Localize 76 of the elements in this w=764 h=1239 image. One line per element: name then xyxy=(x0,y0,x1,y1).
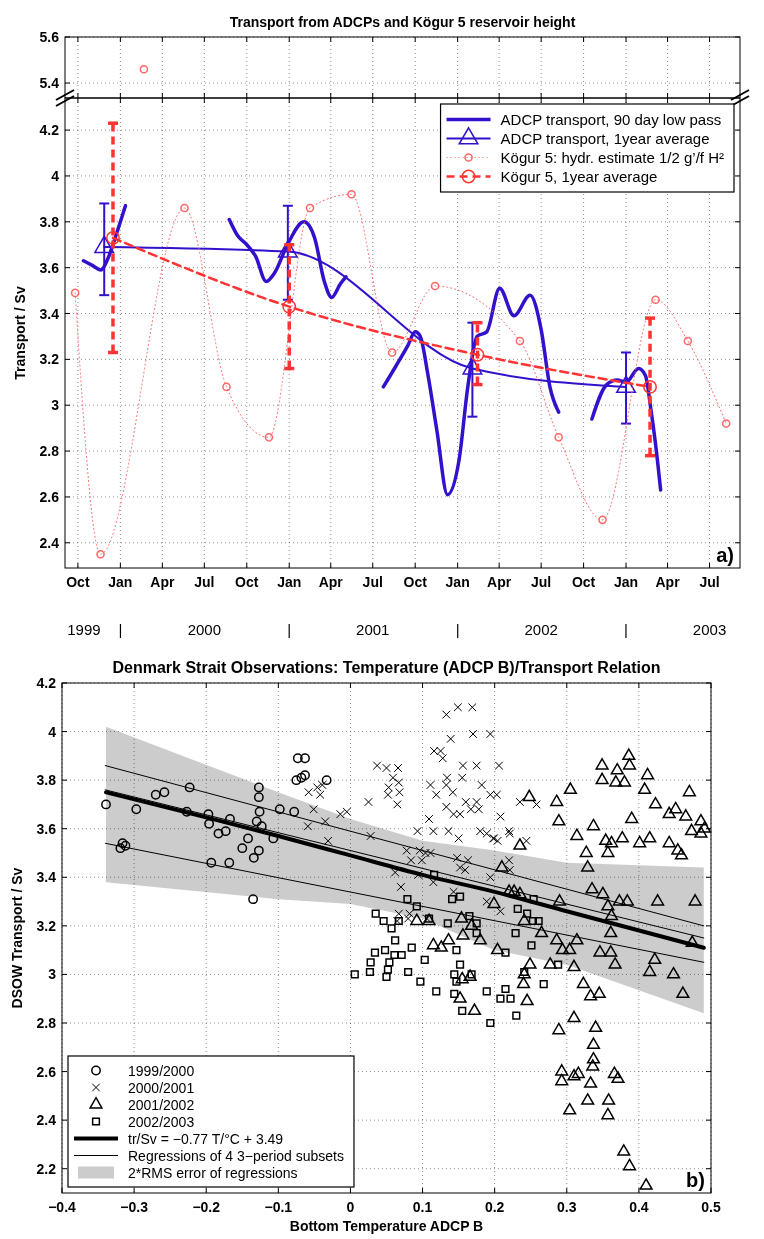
y-tick-label: 3.8 xyxy=(36,772,57,789)
y-tick-label: 4 xyxy=(48,723,57,740)
y-tick-label: 5.6 xyxy=(39,29,60,45)
legend-label: Regressions of 4 3−period subsets xyxy=(128,1147,344,1164)
legend-label: ADCP transport, 1year average xyxy=(500,129,710,147)
x-tick-label: Oct xyxy=(571,574,596,590)
x2-tick-label: | xyxy=(455,621,460,638)
x-tick-label: Jul xyxy=(531,574,552,590)
x-tick-label: −0.4 xyxy=(48,1199,77,1215)
x-tick-label: Jan xyxy=(613,574,639,590)
y-axis-title: DSOW Transport / Sv xyxy=(9,867,25,1009)
x-tick-label: 0.5 xyxy=(701,1199,721,1215)
x-tick-label: Jan xyxy=(445,574,470,590)
x-tick-label: 0.4 xyxy=(629,1199,649,1215)
y-tick-label: 3.4 xyxy=(39,305,60,322)
x-tick-label: Oct xyxy=(403,574,428,590)
legend-label: Kögur 5: hydr. estimate 1/2 g’/f H² xyxy=(500,148,724,166)
y-tick-label: 5.4 xyxy=(39,75,60,92)
annotation: 2*RMS error of regressions xyxy=(128,1164,298,1181)
y-tick-label: 3 xyxy=(48,966,57,983)
y-tick-label: 2.8 xyxy=(36,1015,57,1031)
x-tick-label: Apr xyxy=(487,574,512,590)
x-tick-label: Jul xyxy=(362,574,383,590)
y-tick-label: 2.6 xyxy=(39,488,60,505)
annotation: a) xyxy=(716,544,734,566)
y-tick-label: 2.2 xyxy=(36,1160,57,1177)
legend-label: ADCP transport, 90 day low pass xyxy=(500,110,722,128)
x2-tick-label: | xyxy=(624,621,628,638)
x-tick-label: Jan xyxy=(277,574,302,590)
legend-label: 2001/2002 xyxy=(128,1096,195,1113)
x-axis-title: Bottom Temperature ADCP B xyxy=(289,1218,484,1234)
legend-label: 2000/2001 xyxy=(128,1079,195,1096)
x-tick-label: 0.3 xyxy=(557,1199,577,1215)
y-tick-label: 4.2 xyxy=(39,122,60,139)
x-tick-label: Apr xyxy=(318,574,344,590)
legend-label: Kögur 5, 1year average xyxy=(500,167,658,185)
x-tick-label: Apr xyxy=(150,574,175,590)
x-tick-label: Jul xyxy=(194,574,215,590)
x2-tick-label: 2003 xyxy=(692,621,727,638)
x-tick-label: Jul xyxy=(699,574,720,590)
y-tick-label: 3.2 xyxy=(36,917,57,934)
x-tick-label: Oct xyxy=(235,574,259,590)
x2-tick-label: 2000 xyxy=(187,621,222,638)
legend-label: 1999/2000 xyxy=(128,1062,195,1079)
y-tick-label: 3.6 xyxy=(36,820,57,837)
legend-label: 2002/2003 xyxy=(128,1113,195,1130)
y-tick-label: 3.8 xyxy=(39,213,60,230)
annotation: b) xyxy=(686,1169,705,1191)
y-tick-label: 3.4 xyxy=(36,869,57,886)
y-tick-label: 2.4 xyxy=(36,1112,57,1129)
y-tick-label: 3 xyxy=(51,397,60,414)
x-tick-label: −0.1 xyxy=(264,1199,293,1215)
chart-title: Transport from ADCPs and Kögur 5 reservoir height xyxy=(229,14,576,30)
x-tick-label: −0.3 xyxy=(120,1199,149,1215)
x-tick-label: 0.2 xyxy=(484,1199,505,1215)
x-tick-label: 0.1 xyxy=(412,1199,433,1215)
x-tick-label: −0.2 xyxy=(192,1199,221,1215)
y-tick-label: 3.2 xyxy=(39,351,60,368)
x2-tick-label: 2001 xyxy=(356,621,390,638)
y-tick-label: 3.6 xyxy=(39,259,60,276)
x-tick-label: Oct xyxy=(66,574,90,590)
x2-tick-label: | xyxy=(287,621,292,638)
y-tick-label: 4.2 xyxy=(36,675,57,691)
x-tick-label: 0 xyxy=(346,1199,355,1215)
x2-tick-label: | xyxy=(118,621,123,638)
y-tick-label: 4 xyxy=(51,167,60,184)
x-tick-label: Apr xyxy=(655,574,681,590)
y-tick-label: 2.6 xyxy=(36,1063,57,1080)
y-tick-label: 2.8 xyxy=(39,443,60,460)
y-axis-title: Transport / Sv xyxy=(12,286,28,380)
chart-title: Denmark Strait Observations: Temperature (ADCP B)/Transport Relation xyxy=(112,659,661,676)
x-tick-label: Jan xyxy=(108,574,133,590)
x2-tick-label: 2002 xyxy=(524,621,558,638)
x2-tick-label: 1999 xyxy=(67,621,101,638)
y-tick-label: 2.4 xyxy=(39,534,60,551)
legend-label: tr/Sv = −0.77 T/°C + 3.49 xyxy=(128,1130,284,1147)
